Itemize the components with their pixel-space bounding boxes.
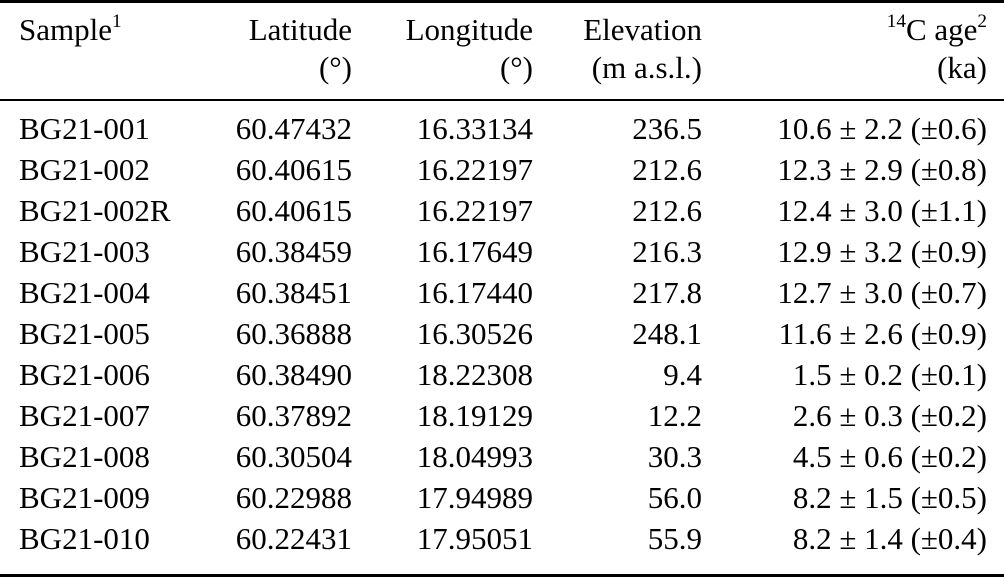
table-row: BG21-007 60.37892 18.19129 12.2 2.6 ± 0.3 (±… — [0, 395, 1004, 436]
cell-longitude: 17.94989 — [416, 480, 533, 515]
table-row: BG21-005 60.36888 16.30526 248.1 11.6 ± 2.6 … — [0, 313, 1004, 354]
cell-c14-age: 1.5 ± 0.2 (±0.1) — [792, 357, 987, 392]
cell-sample: BG21-003 — [19, 234, 150, 269]
cell-c14-age: 12.3 ± 2.9 (±0.8) — [777, 152, 987, 187]
table-row: BG21-003 60.38459 16.17649 216.3 12.9 ± 3.2 … — [0, 231, 1004, 272]
cell-sample: BG21-008 — [19, 439, 150, 474]
cell-c14-age: 8.2 ± 1.5 (±0.5) — [792, 480, 987, 515]
footnote-marker-1: 1 — [112, 11, 122, 33]
cell-longitude: 18.19129 — [416, 398, 533, 433]
table-row: BG21-010 60.22431 17.95051 55.9 8.2 ± 1.4 (±… — [0, 518, 1004, 576]
cell-sample: BG21-006 — [19, 357, 150, 392]
column-header-latitude: Latitude (°) — [190, 1, 352, 101]
cell-latitude: 60.40615 — [235, 152, 352, 187]
cell-sample: BG21-007 — [19, 398, 150, 433]
cell-longitude: 16.33134 — [416, 111, 533, 146]
cell-latitude: 60.22431 — [235, 521, 352, 556]
cell-c14-age: 12.4 ± 3.0 (±1.1) — [777, 193, 987, 228]
cell-longitude: 16.22197 — [416, 152, 533, 187]
column-unit-latitude: (°) — [318, 50, 352, 85]
cell-latitude: 60.22988 — [235, 480, 352, 515]
cell-latitude: 60.40615 — [235, 193, 352, 228]
table-row: BG21-002 60.40615 16.22197 212.6 12.3 ± 2.9 … — [0, 149, 1004, 190]
column-unit-sample — [19, 49, 190, 87]
cell-elevation: 217.8 — [632, 275, 702, 310]
cell-c14-age: 11.6 ± 2.6 (±0.9) — [778, 316, 987, 351]
cell-c14-age: 10.6 ± 2.2 (±0.6) — [777, 111, 987, 146]
column-header-c14-age: 14C age2 (ka) — [702, 1, 1004, 101]
column-unit-c14-age: (ka) — [937, 50, 987, 85]
column-label-longitude: Longitude — [405, 12, 533, 47]
cell-latitude: 60.37892 — [235, 398, 352, 433]
cell-elevation: 56.0 — [647, 480, 702, 515]
cell-sample: BG21-002R — [19, 193, 171, 228]
cell-longitude: 18.22308 — [416, 357, 533, 392]
column-label-c14-age: 14C age2 — [886, 11, 987, 47]
table-row: BG21-001 60.47432 16.33134 236.5 10.6 ± 2.2 … — [0, 100, 1004, 149]
cell-latitude: 60.36888 — [235, 316, 352, 351]
cell-elevation: 248.1 — [632, 316, 702, 351]
table-row: BG21-009 60.22988 17.94989 56.0 8.2 ± 1.5 (±… — [0, 477, 1004, 518]
cell-longitude: 16.30526 — [416, 316, 533, 351]
footnote-marker-2: 2 — [977, 11, 987, 33]
cell-elevation: 216.3 — [632, 234, 702, 269]
table-row: BG21-004 60.38451 16.17440 217.8 12.7 ± 3.0 … — [0, 272, 1004, 313]
cell-c14-age: 4.5 ± 0.6 (±0.2) — [792, 439, 987, 474]
cell-latitude: 60.47432 — [235, 111, 352, 146]
cell-latitude: 60.30504 — [235, 439, 352, 474]
cell-latitude: 60.38459 — [235, 234, 352, 269]
cell-c14-age: 12.7 ± 3.0 (±0.7) — [777, 275, 987, 310]
cell-latitude: 60.38490 — [235, 357, 352, 392]
column-label-elevation: Elevation — [583, 12, 702, 47]
cell-longitude: 18.04993 — [416, 439, 533, 474]
table-header-row: Sample1 Latitude (°) Longitude (°) Eleva… — [0, 1, 1004, 101]
table-header: Sample1 Latitude (°) Longitude (°) Eleva… — [0, 1, 1004, 101]
cell-longitude: 16.22197 — [416, 193, 533, 228]
cell-sample: BG21-002 — [19, 152, 150, 187]
cell-sample: BG21-004 — [19, 275, 150, 310]
cell-latitude: 60.38451 — [235, 275, 352, 310]
column-header-sample: Sample1 — [0, 1, 190, 101]
cell-c14-age: 12.9 ± 3.2 (±0.9) — [777, 234, 987, 269]
table-row: BG21-006 60.38490 18.22308 9.4 1.5 ± 0.2 (±0… — [0, 354, 1004, 395]
isotope-presuperscript: 14 — [886, 11, 906, 33]
cell-c14-age: 2.6 ± 0.3 (±0.2) — [792, 398, 987, 433]
cell-sample: BG21-010 — [19, 521, 150, 556]
cell-elevation: 212.6 — [632, 152, 702, 187]
cell-longitude: 16.17440 — [416, 275, 533, 310]
cell-longitude: 17.95051 — [416, 521, 533, 556]
column-label-sample: Sample1 — [19, 11, 122, 47]
cell-elevation: 55.9 — [647, 521, 702, 556]
column-header-elevation: Elevation (m a.s.l.) — [533, 1, 702, 101]
cell-longitude: 16.17649 — [416, 234, 533, 269]
cell-elevation: 236.5 — [632, 111, 702, 146]
table-row: BG21-008 60.30504 18.04993 30.3 4.5 ± 0.6 (±… — [0, 436, 1004, 477]
cell-sample: BG21-001 — [19, 111, 150, 146]
cell-sample: BG21-009 — [19, 480, 150, 515]
cell-elevation: 30.3 — [647, 439, 702, 474]
cell-sample: BG21-005 — [19, 316, 150, 351]
table-body: BG21-001 60.47432 16.33134 236.5 10.6 ± 2.2 … — [0, 100, 1004, 576]
column-header-longitude: Longitude (°) — [352, 1, 533, 101]
cell-elevation: 212.6 — [632, 193, 702, 228]
table-row: BG21-002R 60.40615 16.22197 212.6 12.4 ± 3.0… — [0, 190, 1004, 231]
column-label-latitude: Latitude — [248, 12, 352, 47]
column-unit-elevation: (m a.s.l.) — [591, 50, 702, 85]
cell-elevation: 9.4 — [663, 357, 702, 392]
cell-elevation: 12.2 — [647, 398, 702, 433]
column-unit-longitude: (°) — [499, 50, 533, 85]
cell-c14-age: 8.2 ± 1.4 (±0.4) — [792, 521, 987, 556]
